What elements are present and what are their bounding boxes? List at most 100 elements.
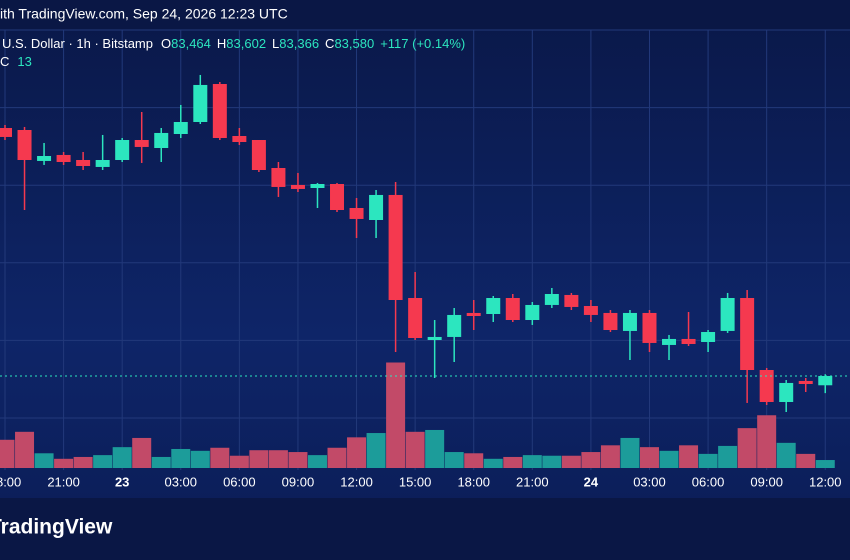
candle-body <box>662 338 677 345</box>
top-bar <box>0 0 850 30</box>
candle-body <box>271 168 286 187</box>
candle-body <box>798 380 813 384</box>
volume-bar <box>347 437 367 468</box>
candle-body <box>388 194 403 300</box>
x-tick-label: 03:00 <box>633 474 666 489</box>
candle-body <box>642 312 657 343</box>
volume-bar <box>639 447 659 468</box>
candle-body <box>76 160 91 166</box>
candle-body <box>212 84 227 138</box>
volume-bar <box>249 450 269 468</box>
candle-body <box>251 140 266 170</box>
bottom-bar <box>0 498 850 560</box>
published-note: ith TradingView.com, Sep 24, 2026 12:23 … <box>0 6 288 22</box>
volume-bar <box>229 455 249 468</box>
volume-bar <box>405 431 425 468</box>
candle-body <box>681 338 696 344</box>
ohlc-value: 83,580 <box>334 36 374 51</box>
volume-bar <box>659 450 679 468</box>
grid <box>0 29 850 470</box>
x-tick-label: 06:00 <box>223 474 256 489</box>
x-tick-label: 09:00 <box>750 474 783 489</box>
candle-body <box>0 128 12 137</box>
candle-body <box>427 336 442 340</box>
volume-bar <box>718 445 738 468</box>
volume-bar <box>542 455 562 468</box>
x-tick-label: 12:00 <box>340 474 373 489</box>
candle-body <box>56 154 71 162</box>
x-tick-label: 15:00 <box>399 474 432 489</box>
candle-body <box>310 184 325 188</box>
change: +117 (+0.14%) <box>380 36 465 51</box>
candle-body <box>37 156 52 161</box>
volume-bar <box>815 460 835 468</box>
volume-bar <box>171 448 191 468</box>
volume-bar <box>503 456 523 468</box>
x-tick-label: 18:00 <box>0 474 21 489</box>
candle-body <box>466 312 481 316</box>
x-tick-label: 03:00 <box>164 474 197 489</box>
volume-bar <box>34 453 54 468</box>
volume-bar <box>210 447 230 468</box>
x-axis: 18:00 21:00 23 03:00 06:00 09:00 12:00 15:00 18:… <box>0 474 842 489</box>
candle-body <box>583 306 598 315</box>
volume-bar <box>698 453 718 468</box>
candle-body <box>17 130 32 160</box>
candle-body <box>134 140 149 147</box>
volume-bar <box>366 433 386 468</box>
volume-bar <box>73 456 93 468</box>
volume-key: C <box>0 54 9 69</box>
candle-body <box>95 160 110 167</box>
ohlc-value: 83,366 <box>279 36 319 51</box>
x-tick-label: 21:00 <box>47 474 80 489</box>
candle-body <box>505 298 520 320</box>
x-tick-label: 12:00 <box>809 474 842 489</box>
volume-bar <box>620 437 640 468</box>
candle-body <box>564 294 579 307</box>
volume-bar <box>737 428 757 468</box>
candle-body <box>447 314 462 337</box>
candle-body <box>603 312 618 330</box>
volume-bar <box>776 442 796 468</box>
volume-bar <box>288 452 308 468</box>
ohlc-value: 83,464 <box>171 36 211 51</box>
volume-bar <box>581 452 601 468</box>
candle-body <box>369 194 384 220</box>
volume-bar <box>561 455 581 468</box>
volume-bar <box>796 453 816 468</box>
candle-body <box>173 122 188 134</box>
volume-bar <box>93 455 113 468</box>
price-pane <box>0 74 850 412</box>
volume-bar <box>132 437 152 468</box>
volume-legend: C 13 <box>0 54 32 69</box>
candle-body <box>759 370 774 402</box>
x-tick-label: 21:00 <box>516 474 549 489</box>
x-tick-label: 06:00 <box>692 474 725 489</box>
candle-body <box>290 184 305 189</box>
candle-body <box>818 376 833 386</box>
volume-bar <box>386 362 406 468</box>
volume-bar <box>54 458 74 468</box>
volume-bar <box>151 456 171 468</box>
ohlc-key: L <box>272 36 279 51</box>
volume-bar <box>600 445 620 468</box>
volume-bar <box>464 453 484 468</box>
x-tick-label: 09:00 <box>282 474 315 489</box>
ohlc-key: H <box>217 36 226 51</box>
volume-bar <box>0 439 15 468</box>
candle-body <box>232 136 247 142</box>
candle-body <box>115 140 130 160</box>
candle-body <box>701 332 716 342</box>
candle-body <box>779 382 794 402</box>
volume-value: 13 <box>17 54 31 69</box>
candle-body <box>330 184 345 210</box>
candle-body <box>544 294 559 305</box>
volume-bar <box>327 447 347 468</box>
volume-bar <box>268 450 288 468</box>
ohlc-key: C <box>325 36 334 51</box>
candle-body <box>349 208 364 219</box>
candle-body <box>740 298 755 370</box>
volume-bar <box>15 431 35 468</box>
